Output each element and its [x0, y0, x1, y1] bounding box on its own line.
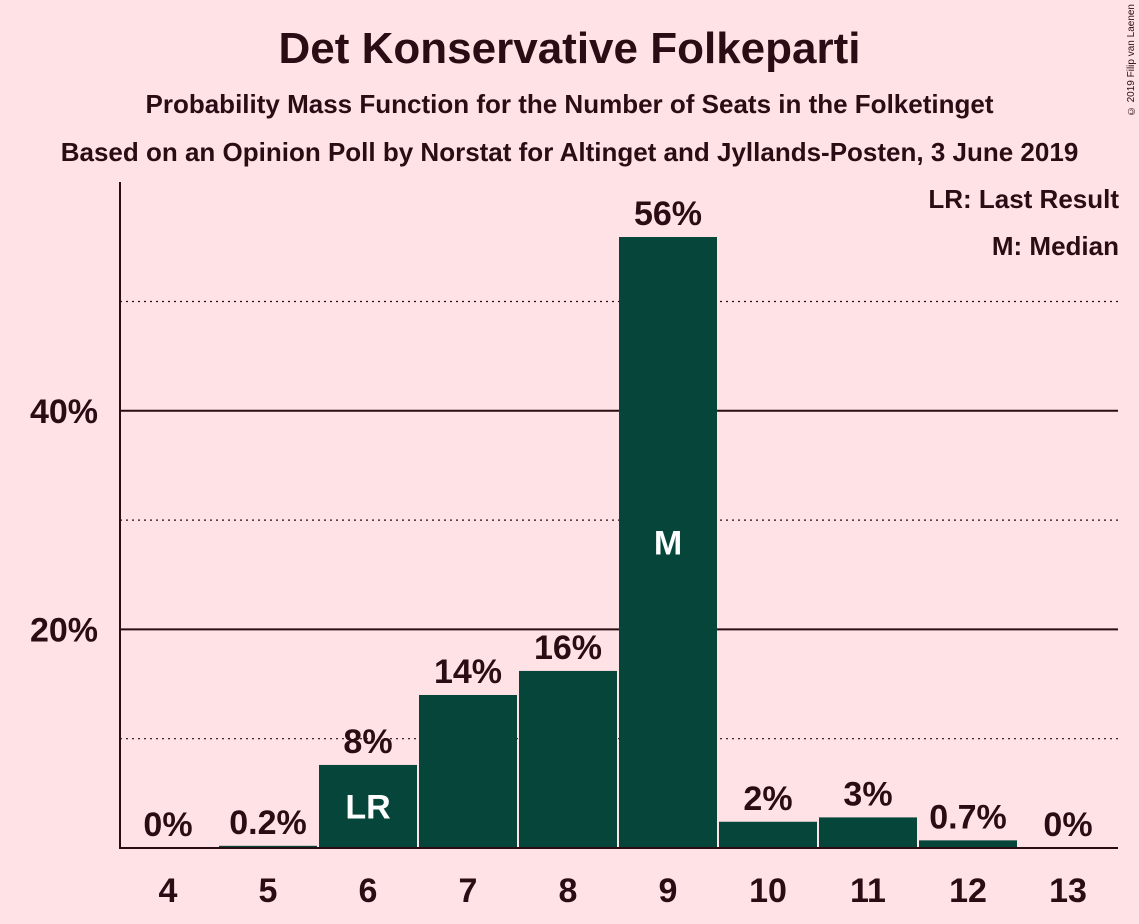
value-label-12: 0.7%	[929, 798, 1007, 836]
legend-last-result: LR: Last Result	[928, 184, 1119, 214]
x-tick-label-7: 7	[459, 872, 478, 910]
bar-7	[419, 694, 517, 848]
bar-5	[219, 845, 317, 848]
value-label-13: 0%	[1043, 806, 1092, 844]
x-tick-label-9: 9	[659, 872, 678, 910]
y-tick-label: 20%	[30, 611, 98, 649]
chart-subtitle: Probability Mass Function for the Number…	[145, 89, 994, 119]
bar-11	[819, 817, 917, 848]
value-label-8: 16%	[534, 629, 602, 667]
x-tick-label-4: 4	[159, 872, 178, 910]
value-label-11: 3%	[843, 775, 892, 813]
bar-12	[919, 840, 1017, 848]
value-label-9: 56%	[634, 195, 702, 233]
last-result-marker: LR	[345, 788, 390, 826]
chart-source-note: Based on an Opinion Poll by Norstat for …	[60, 137, 1079, 167]
x-tick-label-12: 12	[949, 872, 987, 910]
value-label-4: 0%	[143, 806, 192, 844]
x-tick-label-6: 6	[359, 872, 378, 910]
x-tick-label-10: 10	[749, 872, 787, 910]
x-tick-label-13: 13	[1049, 872, 1087, 910]
x-tick-label-8: 8	[559, 872, 578, 910]
bar-6	[319, 764, 417, 848]
value-label-7: 14%	[434, 653, 502, 691]
value-label-5: 0.2%	[229, 804, 307, 842]
y-tick-label: 40%	[30, 393, 98, 431]
x-tick-label-11: 11	[850, 872, 886, 910]
bar-9	[619, 237, 717, 848]
bar-8	[519, 670, 617, 848]
median-marker: M	[654, 525, 682, 563]
bar-10	[719, 821, 817, 848]
value-label-6: 8%	[343, 723, 392, 761]
chart-title: Det Konservative Folkeparti	[278, 24, 861, 73]
value-label-10: 2%	[743, 780, 792, 818]
legend-median: M: Median	[991, 231, 1119, 261]
x-tick-label-5: 5	[259, 872, 278, 910]
